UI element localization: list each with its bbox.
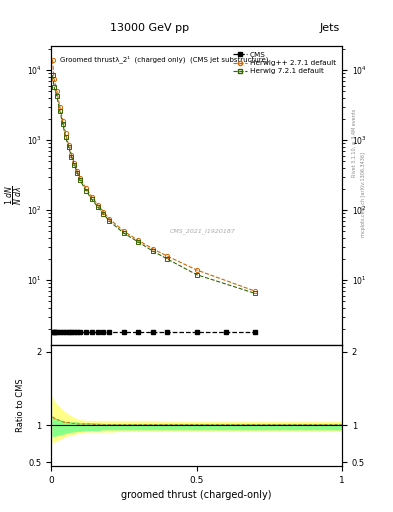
Y-axis label: Ratio to CMS: Ratio to CMS: [17, 378, 26, 432]
Text: Rivet 3.1.10, ≥ 3.4M events: Rivet 3.1.10, ≥ 3.4M events: [352, 109, 357, 178]
X-axis label: groomed thrust (charged-only): groomed thrust (charged-only): [121, 490, 272, 500]
Text: mcplots.cern.ch [arXiv:1306.3436]: mcplots.cern.ch [arXiv:1306.3436]: [361, 152, 366, 237]
Text: Groomed thrustλ_2¹  (charged only)  (CMS jet substructure): Groomed thrustλ_2¹ (charged only) (CMS j…: [60, 55, 268, 63]
Text: CMS_2021_I1920187: CMS_2021_I1920187: [169, 228, 235, 234]
Text: Jets: Jets: [320, 23, 340, 33]
Y-axis label: $\frac{1}{N}\frac{dN}{d\lambda}$: $\frac{1}{N}\frac{dN}{d\lambda}$: [4, 185, 25, 205]
Legend: CMS, Herwig++ 2.7.1 default, Herwig 7.2.1 default: CMS, Herwig++ 2.7.1 default, Herwig 7.2.…: [231, 50, 338, 76]
Text: 13000 GeV pp: 13000 GeV pp: [110, 23, 189, 33]
